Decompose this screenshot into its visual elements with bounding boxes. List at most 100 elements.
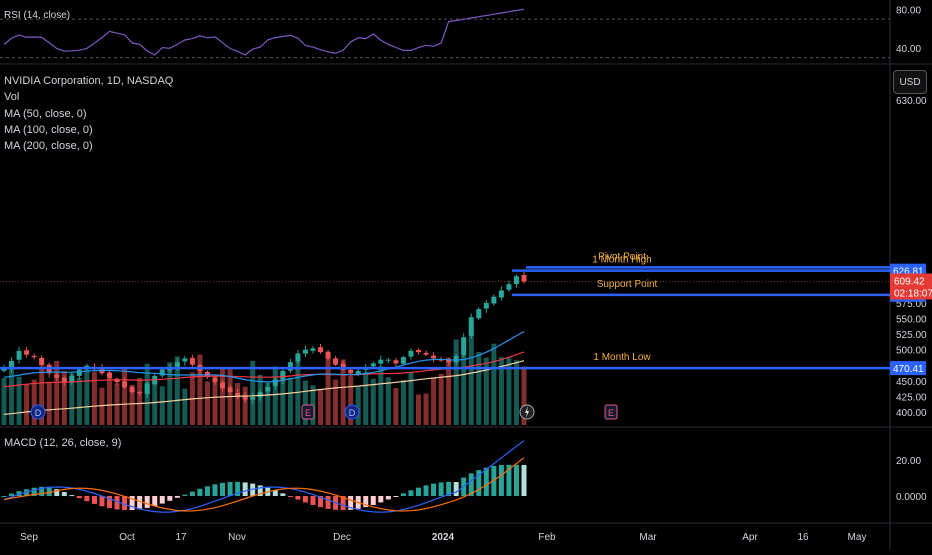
volume-bar xyxy=(9,365,15,425)
candle-body xyxy=(69,375,75,383)
price-tick-label: 550.00 xyxy=(896,315,927,326)
volume-bar xyxy=(438,373,444,425)
ma100-label: MA (100, close, 0) xyxy=(4,124,93,136)
candle-body xyxy=(348,369,354,374)
candle-body xyxy=(295,353,301,362)
macd-signal-line xyxy=(3,457,525,512)
level-label: Pivot Point xyxy=(598,251,646,262)
volume-bar xyxy=(54,360,60,425)
volume-bar xyxy=(182,388,188,425)
macd-histogram-bar xyxy=(69,495,75,497)
dividend-marker-letter: D xyxy=(35,408,42,418)
volume-bar xyxy=(370,378,376,425)
macd-histogram-bar xyxy=(302,496,308,503)
price-tick-label: 400.00 xyxy=(896,408,927,419)
candle-body xyxy=(318,347,324,353)
macd-histogram-bar xyxy=(122,496,128,511)
macd-histogram-bar xyxy=(91,496,97,504)
candle-body xyxy=(16,350,22,360)
volume-bar xyxy=(242,386,248,425)
price-tick-label: 450.00 xyxy=(896,377,927,388)
candle-body xyxy=(370,363,376,367)
macd-histogram-bar xyxy=(114,496,120,510)
volume-bar xyxy=(24,384,30,425)
volume-bar xyxy=(431,378,437,425)
macd-histogram-bar xyxy=(39,486,45,496)
volume-bar xyxy=(446,357,452,425)
candle-body xyxy=(1,368,7,371)
date-tick-label: Oct xyxy=(119,532,135,543)
macd-histogram-bar xyxy=(340,496,346,511)
candle-body xyxy=(54,374,60,378)
volume-bar xyxy=(91,372,97,425)
volume-bar xyxy=(1,378,7,425)
candle-body xyxy=(340,363,346,370)
volume-bar xyxy=(408,372,414,425)
volume-bar xyxy=(318,390,324,425)
candle-body xyxy=(400,357,406,364)
price-tick-label: 575.00 xyxy=(896,299,927,310)
candle-body xyxy=(438,359,444,361)
date-tick-label: Apr xyxy=(742,532,758,543)
level-label: Support Point xyxy=(597,279,658,290)
volume-bar xyxy=(340,359,346,425)
date-tick-label: 2024 xyxy=(432,532,455,543)
volume-bar xyxy=(400,380,406,425)
candle-body xyxy=(385,359,391,361)
macd-histogram-bar xyxy=(129,496,135,511)
candle-body xyxy=(355,370,361,375)
ma50-line xyxy=(3,330,525,383)
macd-histogram-bar xyxy=(257,485,263,496)
macd-histogram-bar xyxy=(385,496,391,500)
macd-histogram-bar xyxy=(318,496,324,508)
macd-histogram-bar xyxy=(189,491,195,496)
candle-body xyxy=(31,355,37,358)
rsi-tick-label: 80.00 xyxy=(896,6,921,17)
dividend-marker-letter: D xyxy=(349,408,356,418)
candle-body xyxy=(129,387,135,393)
candle-body xyxy=(325,351,331,359)
symbol-title[interactable]: NVIDIA Corporation, 1D, NASDAQ xyxy=(4,75,174,87)
volume-bar xyxy=(137,377,143,425)
macd-tick-label: 0.0000 xyxy=(896,492,927,503)
volume-bar xyxy=(16,376,22,425)
candle-body xyxy=(310,348,316,351)
candle-body xyxy=(144,383,150,394)
last-price-tag-text: 609.42 xyxy=(894,276,925,287)
candle-body xyxy=(227,387,233,393)
macd-histogram-bar xyxy=(167,496,173,501)
volume-bar xyxy=(272,366,278,425)
volume-bar xyxy=(39,366,45,425)
candle-body xyxy=(287,362,293,371)
candle-body xyxy=(521,274,527,282)
candle-body xyxy=(122,381,128,388)
macd-histogram-bar xyxy=(408,490,414,496)
macd-histogram-bar xyxy=(483,467,489,496)
volume-bar xyxy=(348,376,354,425)
macd-histogram-bar xyxy=(144,496,150,508)
macd-histogram-bar xyxy=(159,496,165,504)
macd-histogram-bar xyxy=(1,496,7,497)
macd-histogram-bar xyxy=(325,496,331,509)
volume-bar xyxy=(167,362,173,425)
currency-button[interactable]: USD xyxy=(893,70,927,94)
candle-body xyxy=(182,358,188,362)
volume-bar xyxy=(476,352,482,425)
candle-body xyxy=(393,360,399,364)
macd-histogram-bar xyxy=(431,483,437,496)
volume-bar xyxy=(159,386,165,425)
macd-histogram-bar xyxy=(227,482,233,496)
macd-histogram-bar xyxy=(174,496,180,498)
macd-histogram-bar xyxy=(348,496,354,510)
macd-histogram-bar xyxy=(378,496,384,503)
volume-bar xyxy=(521,366,527,425)
volume-bar xyxy=(333,379,339,425)
volume-bar xyxy=(122,366,128,425)
candle-body xyxy=(107,372,113,378)
date-tick-label: Dec xyxy=(333,532,351,543)
candle-body xyxy=(272,379,278,386)
volume-bar xyxy=(31,379,37,425)
volume-bar xyxy=(295,356,301,425)
